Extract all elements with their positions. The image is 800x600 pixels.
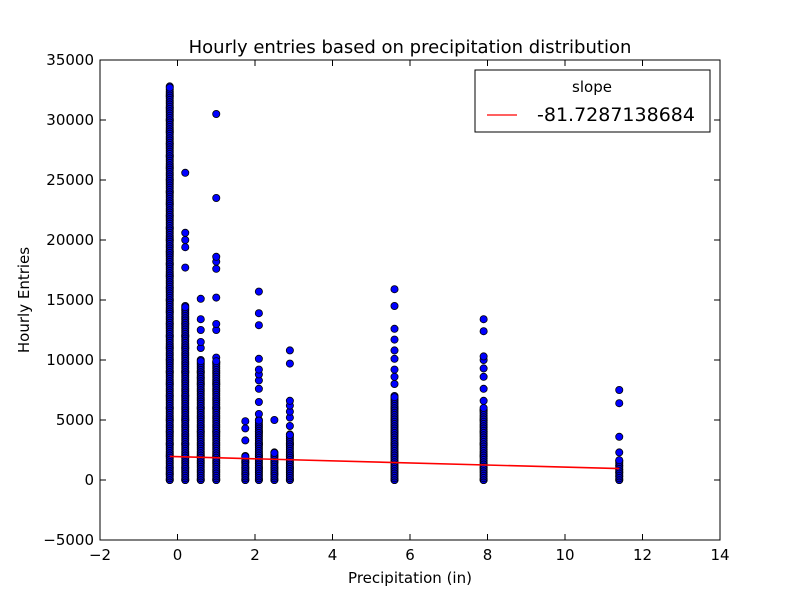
x-tick-label: 10 — [555, 546, 574, 564]
x-tick-label: 8 — [483, 546, 493, 564]
y-tick-label: 25000 — [46, 171, 94, 189]
data-point — [212, 252, 221, 261]
legend-box — [474, 69, 711, 133]
y-tick-label: 0 — [84, 471, 94, 489]
data-point — [181, 263, 190, 272]
data-point — [615, 399, 624, 408]
data-point — [254, 309, 263, 318]
y-tick-label: 20000 — [46, 231, 94, 249]
y-tick-label: 35000 — [46, 51, 94, 69]
x-tick-label: 14 — [710, 546, 729, 564]
data-point — [390, 379, 399, 388]
data-point — [254, 354, 263, 363]
data-point — [212, 193, 221, 202]
data-point — [212, 293, 221, 302]
data-point — [390, 372, 399, 381]
data-point — [254, 384, 263, 393]
data-point — [285, 346, 294, 355]
data-point — [390, 285, 399, 294]
data-point — [615, 448, 624, 457]
data-point — [241, 417, 250, 426]
data-point — [285, 430, 294, 439]
data-point — [196, 294, 205, 303]
data-point — [196, 337, 205, 346]
x-tick-label: 0 — [173, 546, 183, 564]
legend-entry-slope: -81.7287138684 — [537, 104, 695, 126]
data-point — [181, 168, 190, 177]
data-point — [181, 243, 190, 252]
y-tick-label: 5000 — [56, 411, 94, 429]
data-point — [390, 346, 399, 355]
data-point — [196, 315, 205, 324]
data-point — [254, 416, 263, 425]
ticks-layer: −2 0 2 4 6 8 10 12 14 −5000 0 5000 10000 15000 20000 25… — [43, 51, 729, 564]
data-point — [479, 384, 488, 393]
data-point — [615, 456, 624, 465]
x-tick-label: 6 — [405, 546, 415, 564]
regression-line — [169, 455, 620, 470]
legend-title: slope — [572, 78, 612, 96]
data-point — [479, 372, 488, 381]
x-tick-label: −2 — [89, 546, 111, 564]
x-tick-label: 2 — [250, 546, 260, 564]
data-point — [196, 357, 205, 366]
data-point — [479, 364, 488, 373]
x-tick-label: 4 — [328, 546, 338, 564]
data-point — [241, 424, 250, 433]
y-tick-label: −5000 — [43, 531, 94, 549]
data-point — [390, 354, 399, 363]
data-point — [165, 83, 174, 92]
data-point — [270, 415, 279, 424]
y-tick-label: 15000 — [46, 291, 94, 309]
data-point — [285, 359, 294, 368]
data-point — [241, 436, 250, 445]
x-axis-label: Precipitation (in) — [348, 569, 472, 587]
y-axis-label: Hourly Entries — [15, 247, 33, 353]
data-point — [615, 432, 624, 441]
data-point — [479, 315, 488, 324]
data-point — [254, 409, 263, 418]
data-point — [196, 325, 205, 334]
data-point — [390, 324, 399, 333]
data-point — [270, 448, 279, 457]
data-point — [181, 303, 190, 312]
data-point — [285, 396, 294, 405]
data-point — [390, 393, 399, 402]
fit-line-layer — [169, 455, 620, 470]
data-point — [254, 397, 263, 406]
data-point — [212, 264, 221, 273]
data-point — [479, 352, 488, 361]
x-tick-label: 12 — [633, 546, 652, 564]
data-point — [212, 319, 221, 328]
data-point — [285, 421, 294, 430]
data-point — [479, 327, 488, 336]
data-point — [212, 357, 221, 366]
y-tick-label: 10000 — [46, 351, 94, 369]
data-point — [181, 235, 190, 244]
data-point — [390, 335, 399, 344]
data-point — [390, 301, 399, 310]
data-point — [390, 365, 399, 374]
data-point — [479, 396, 488, 405]
data-point — [181, 228, 190, 237]
data-point — [212, 110, 221, 119]
data-point — [254, 365, 263, 374]
data-point — [615, 385, 624, 394]
legend: slope -81.7287138684 — [474, 69, 711, 133]
data-point — [254, 287, 263, 296]
chart-title: Hourly entries based on precipitation di… — [189, 37, 632, 58]
y-tick-label: 30000 — [46, 111, 94, 129]
data-point — [479, 403, 488, 412]
data-point — [254, 321, 263, 330]
